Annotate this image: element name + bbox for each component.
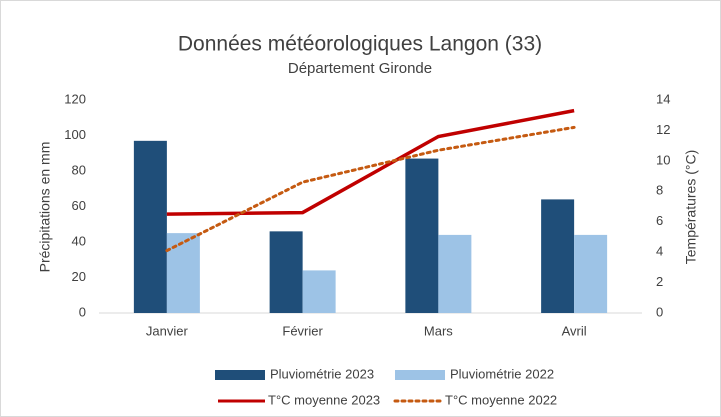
legend-swatch: [395, 370, 445, 380]
bar: [574, 234, 608, 313]
bar: [405, 158, 439, 313]
x-tick-label: Février: [282, 323, 323, 338]
bar: [166, 233, 200, 313]
legend-swatch: [215, 370, 265, 380]
line-series: [166, 108, 575, 216]
y-tick-label: 100: [64, 127, 86, 142]
y2-tick-label: 8: [656, 183, 663, 198]
bar: [302, 270, 336, 313]
y2-tick-label: 10: [656, 152, 670, 167]
y-axis-title: Précipitations en mm: [37, 142, 53, 273]
y2-tick-label: 0: [656, 304, 663, 319]
y2-tick-label: 4: [656, 244, 663, 259]
chart-subtitle: Département Gironde: [288, 60, 432, 77]
legend-label: T°C moyenne 2023: [268, 392, 380, 407]
chart-title: Données météorologiques Langon (33): [178, 33, 542, 56]
y-tick-label: 60: [72, 198, 86, 213]
bar: [133, 140, 167, 313]
y-tick-label: 80: [72, 162, 86, 177]
bar: [438, 234, 472, 313]
y-tick-label: 20: [72, 269, 86, 284]
x-tick-label: Avril: [562, 323, 587, 338]
y2-tick-label: 12: [656, 122, 670, 137]
y2-tick-label: 14: [656, 91, 670, 106]
legend-label: T°C moyenne 2022: [445, 392, 557, 407]
y2-tick-label: 2: [656, 274, 663, 289]
y-tick-label: 120: [64, 91, 86, 106]
y2-axis-title: Températures (°C): [683, 150, 699, 265]
y-tick-label: 40: [72, 233, 86, 248]
x-tick-label: Mars: [424, 323, 453, 338]
y-tick-label: 0: [79, 304, 86, 319]
bar: [269, 231, 303, 313]
x-tick-label: Janvier: [146, 323, 189, 338]
y2-tick-label: 6: [656, 213, 663, 228]
bar: [541, 199, 575, 313]
legend-label: Pluviométrie 2022: [450, 366, 554, 381]
legend-label: Pluviométrie 2023: [270, 366, 374, 381]
line-series: [165, 125, 576, 253]
